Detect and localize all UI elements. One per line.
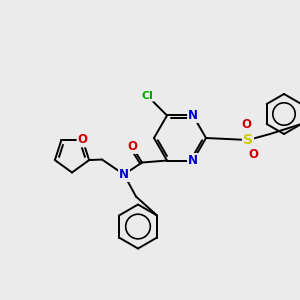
Text: N: N	[119, 168, 129, 181]
Text: Cl: Cl	[141, 91, 153, 101]
Text: N: N	[188, 109, 198, 122]
Text: O: O	[241, 118, 251, 131]
Text: O: O	[248, 148, 258, 161]
Text: N: N	[188, 154, 198, 167]
Text: O: O	[127, 140, 137, 153]
Text: S: S	[243, 133, 253, 147]
Text: O: O	[78, 134, 88, 146]
